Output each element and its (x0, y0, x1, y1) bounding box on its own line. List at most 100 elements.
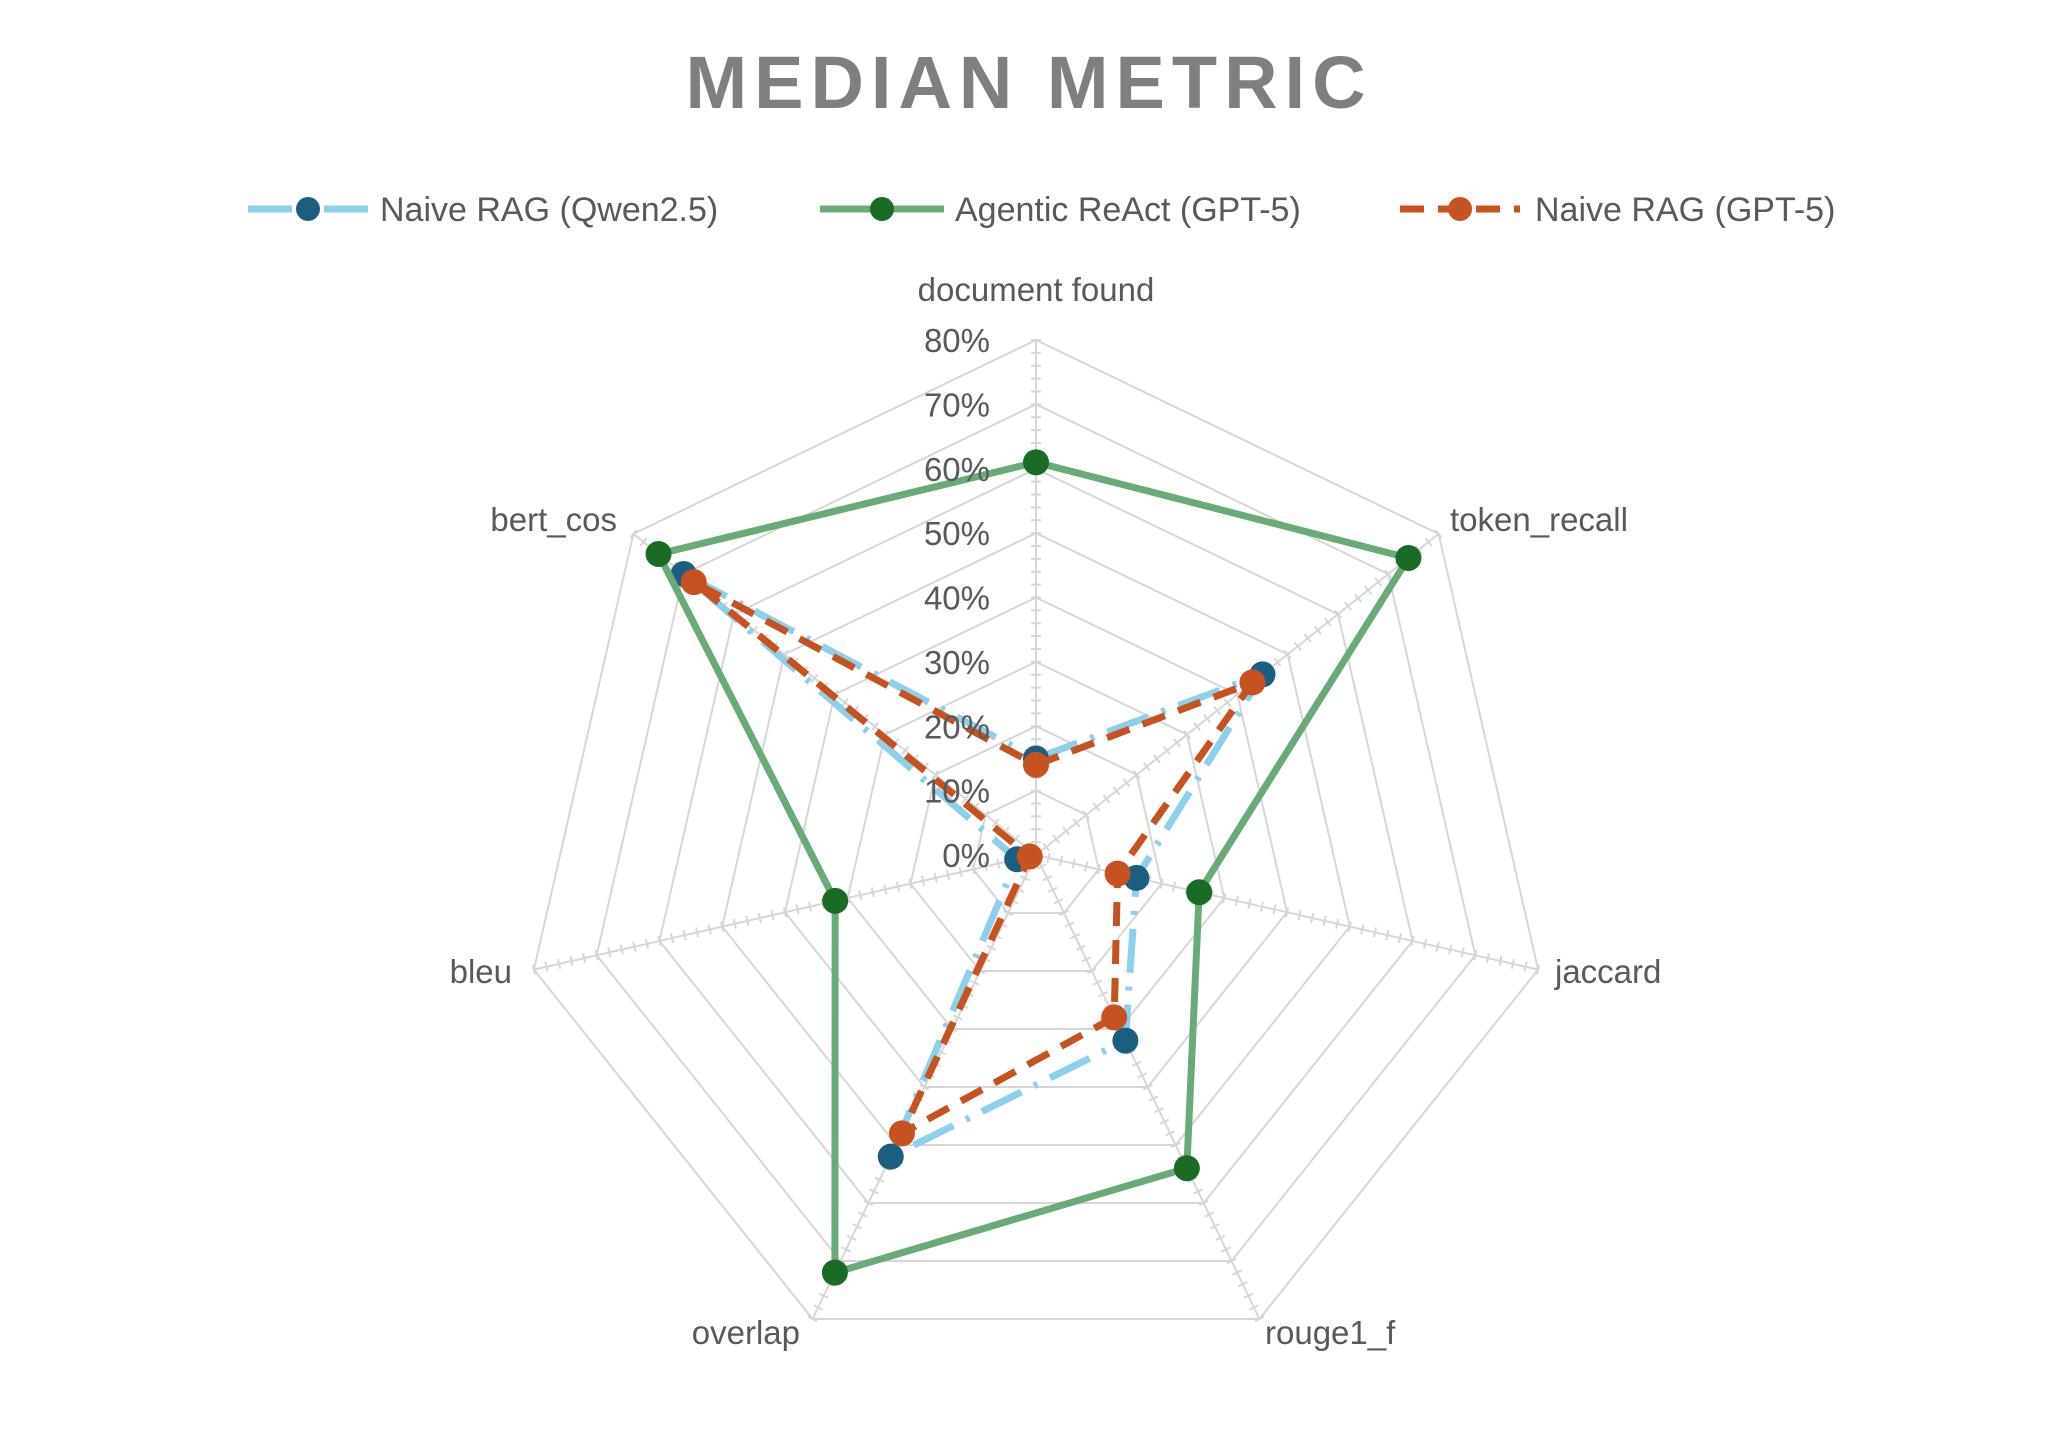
radar-labels: 0% 10% 20% 30% 40% 50% 60% 70% 80% document found… (450, 271, 1662, 1351)
radial-tick-label: 50% (924, 515, 990, 552)
axis-minor-tick (607, 947, 612, 958)
grid-ring (909, 725, 1163, 972)
axis-minor-tick (1220, 1246, 1231, 1253)
axis-minor-tick (757, 912, 762, 924)
axis-minor-tick (629, 529, 638, 539)
axis-minor-tick (531, 964, 536, 975)
legend-swatch-marker (1448, 197, 1472, 221)
axis-minor-tick (1360, 924, 1365, 935)
axis-minor-tick (931, 770, 940, 780)
series (680, 569, 1266, 1147)
axis-minor-tick (1347, 921, 1352, 932)
axis-minor-tick (1171, 881, 1177, 892)
axis-minor-tick (1485, 953, 1490, 964)
axis-minor-tick (1283, 649, 1292, 659)
radial-tick-label: 40% (924, 580, 990, 617)
axis-minor-tick (1084, 861, 1089, 872)
axis-minor-tick (1059, 855, 1064, 866)
axis-minor-tick (1297, 910, 1302, 921)
axis-minor-tick (1122, 778, 1131, 788)
axis-minor-tick (1142, 762, 1151, 772)
data-point (1101, 1004, 1128, 1031)
axis-minor-tick (983, 861, 988, 872)
legend-label: Naive RAG (Qwen2.5) (380, 191, 718, 229)
axis-minor-tick (1335, 918, 1340, 929)
axis-minor-tick (1064, 921, 1075, 928)
axis-minor-tick (1273, 657, 1282, 667)
axis-minor-tick (1243, 1292, 1254, 1299)
axis-minor-tick (1075, 944, 1086, 951)
axis-minor-tick (1310, 912, 1315, 924)
axis-minor-tick (782, 907, 788, 918)
axis-minor-tick (1042, 842, 1050, 852)
category-label: overlap (692, 1314, 800, 1351)
axis-minor-tick (1385, 930, 1390, 941)
data-point (1016, 843, 1043, 870)
axis-minor-tick (1498, 955, 1503, 967)
axis-minor-tick (919, 1083, 930, 1091)
axis-minor-tick (1215, 1234, 1226, 1241)
series (645, 449, 1422, 1286)
axis-minor-tick (1303, 633, 1312, 643)
axis-minor-tick (991, 818, 1000, 828)
legend-label: Naive RAG (GPT-5) (1535, 191, 1835, 229)
grid-ring (532, 338, 1540, 1320)
legend: Naive RAG (Qwen2.5) Agentic ReAct (GPT-5)… (248, 191, 1835, 229)
data-point (680, 569, 707, 596)
axis-minor-tick (695, 927, 700, 938)
axis-minor-tick (1152, 754, 1161, 764)
axis-minor-tick (986, 944, 997, 951)
axis-minor-tick (1081, 956, 1092, 963)
axis-minor-tick (594, 950, 599, 961)
axis-minor-tick (1137, 1072, 1148, 1079)
grid-ring (721, 532, 1351, 1146)
axis-minor-tick (858, 890, 863, 901)
radar-grid (531, 338, 1541, 1323)
axis-minor-tick (639, 537, 648, 547)
data-point (1104, 860, 1131, 887)
axis-minor-tick (1162, 746, 1171, 756)
axis-minor-tick (1410, 935, 1415, 947)
axis-minor-tick (1019, 875, 1030, 882)
axis-minor-tick (1142, 1083, 1153, 1091)
axis-minor-tick (1047, 886, 1058, 893)
data-point (1023, 751, 1049, 778)
axis-minor-tick (1322, 915, 1327, 926)
axis-minor-tick (1193, 1188, 1203, 1195)
axis-minor-tick (1086, 967, 1097, 975)
axis-minor-tick (1434, 529, 1443, 539)
radial-tick-label: 20% (924, 708, 990, 745)
axis-minor-tick (682, 930, 687, 941)
axis-minor-tick (813, 1304, 824, 1311)
axis-minor-tick (1058, 909, 1069, 917)
axis-minor-tick (1071, 858, 1076, 869)
axis-minor-tick (732, 918, 737, 929)
radial-tick-label: 80% (924, 322, 990, 359)
axis-minor-tick (1424, 537, 1433, 547)
axis-minor-tick (632, 941, 637, 952)
axis-minor-tick (1170, 1141, 1181, 1149)
axis-minor-tick (1237, 1281, 1248, 1288)
axis-minor-tick (810, 673, 819, 683)
axis-minor-tick (1364, 585, 1373, 595)
data-point (888, 1120, 915, 1147)
axis-minor-tick (1165, 1130, 1176, 1137)
axis-minor-tick (958, 867, 963, 878)
axis-minor-tick (669, 932, 675, 944)
axis-minor-tick (840, 697, 849, 708)
data-point (877, 1143, 904, 1170)
axis-minor-tick (863, 1199, 874, 1207)
legend-item: Agentic ReAct (GPT-5) (820, 191, 1301, 229)
axis-minor-tick (1222, 892, 1227, 904)
axis-minor-tick (946, 869, 951, 881)
axis-minor-tick (852, 1223, 863, 1230)
axis-minor-tick (871, 722, 879, 732)
grid-ring (595, 403, 1477, 1262)
axis-minor-tick (750, 625, 759, 635)
grid-ring (972, 789, 1100, 914)
axis-minor-tick (1374, 577, 1383, 587)
axis-minor-tick (1193, 722, 1201, 732)
axis-minor-tick (1203, 714, 1212, 724)
axis-minor-tick (1234, 895, 1239, 906)
